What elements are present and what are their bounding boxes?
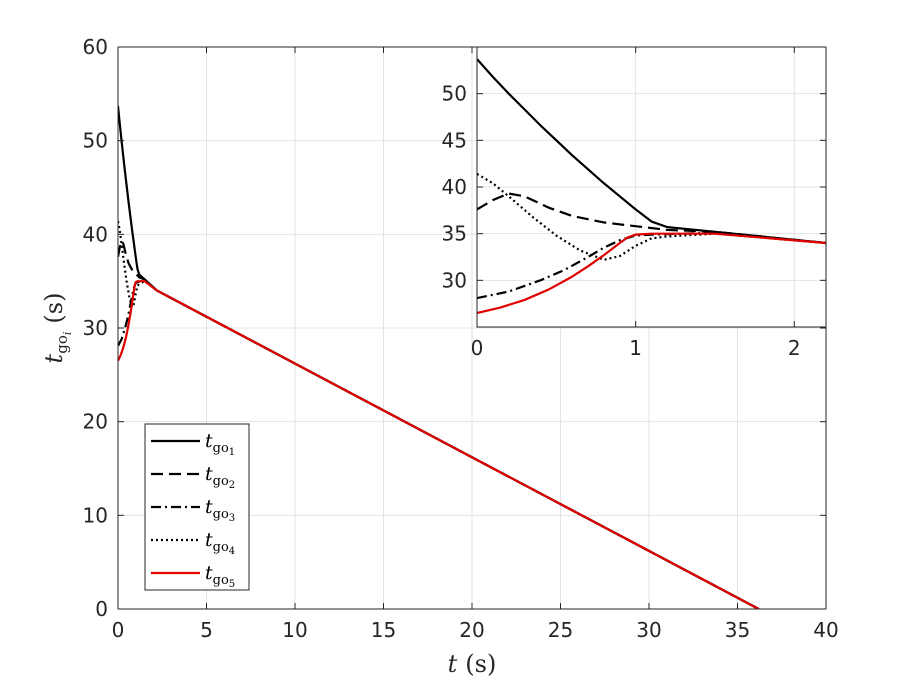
x-tick-label: 20 (459, 618, 484, 642)
x-tick-label: 2 (788, 336, 801, 360)
x-tick-label: 5 (200, 618, 213, 642)
x-tick-label: 30 (636, 618, 661, 642)
y-tick-label: 30 (442, 268, 467, 292)
legend-label-1: tgo1 (205, 430, 235, 458)
y-tick-label: 40 (442, 175, 467, 199)
series-line-4 (118, 221, 760, 609)
y-tick-label: 0 (95, 597, 108, 621)
main-lines (118, 105, 760, 609)
series-line-2 (477, 192, 826, 245)
series-line-5 (118, 280, 760, 609)
y-tick-label: 60 (83, 35, 108, 59)
series-line-1 (477, 58, 826, 245)
y-tick-label: 50 (83, 129, 108, 153)
y-tick-label: 35 (442, 222, 467, 246)
x-tick-label: 10 (282, 618, 307, 642)
x-tick-label: 1 (629, 336, 642, 360)
inset-axes: 0 1 2 30 35 40 45 50 (442, 46, 827, 360)
y-tick-label: 10 (83, 503, 108, 527)
y-tick-label: 20 (83, 410, 108, 434)
x-tick-label: 15 (371, 618, 396, 642)
x-tick-label: 0 (112, 618, 125, 642)
y-tick-label: 50 (442, 82, 467, 106)
series-line-5 (477, 232, 826, 315)
y-tick-label: 45 (442, 128, 467, 152)
legend-label-4: tgo4 (205, 529, 235, 557)
inset-lines (477, 58, 826, 315)
x-tick-label: 0 (471, 336, 484, 360)
legend-label-5: tgo5 (205, 562, 235, 590)
y-tick-label: 30 (83, 316, 108, 340)
series-line-2 (118, 239, 760, 609)
legend-label-3: tgo3 (205, 496, 235, 524)
inset-ticks: 0 1 2 30 35 40 45 50 (442, 47, 826, 360)
y-axis-label: tgoi(s) (40, 293, 74, 364)
legend: tgo1 tgo2 tgo3 tgo4 tgo5 (144, 423, 250, 591)
legend-label-2: tgo2 (205, 463, 235, 491)
x-tick-label: 35 (725, 618, 750, 642)
x-tick-label: 25 (548, 618, 573, 642)
y-tick-label: 40 (83, 222, 108, 246)
x-tick-label: 40 (813, 618, 838, 642)
x-axis-label: t (s) (448, 650, 497, 678)
series-line-1 (118, 105, 760, 609)
